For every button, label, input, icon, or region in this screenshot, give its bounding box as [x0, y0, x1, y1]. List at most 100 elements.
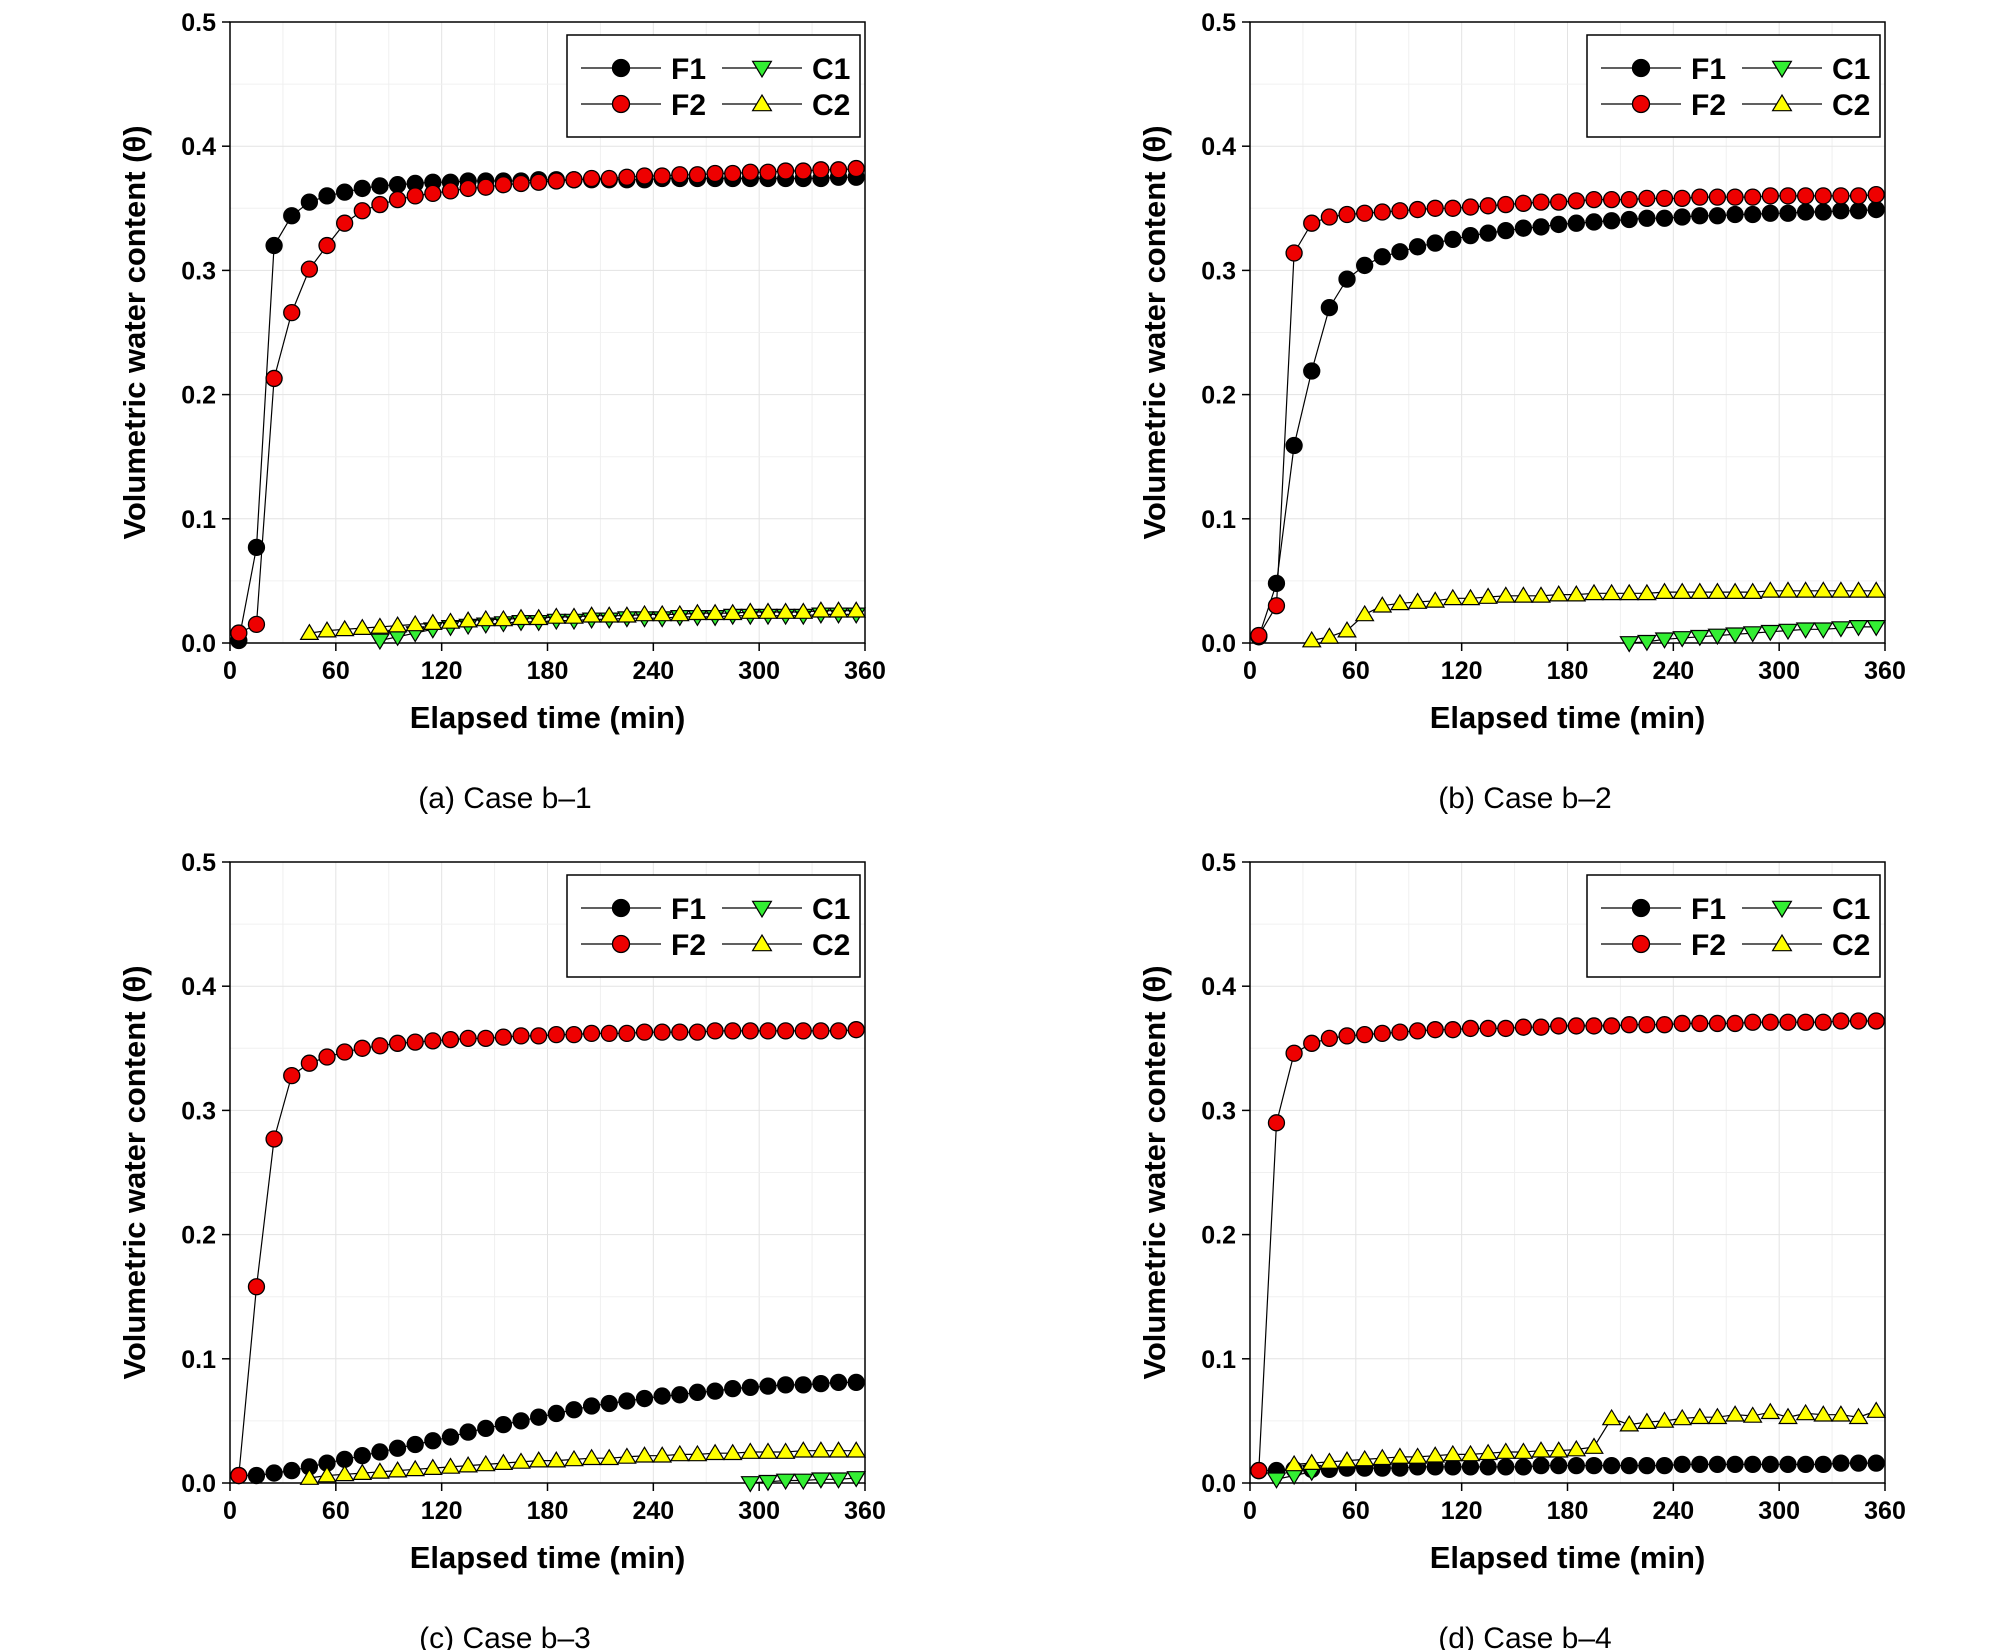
- data-point-F2: [1320, 208, 1339, 226]
- legend-box: [1586, 874, 1881, 978]
- data-point-C2: [1354, 604, 1375, 622]
- legend-label-C2: C2: [812, 929, 850, 962]
- data-point-F1: [1267, 574, 1286, 593]
- data-point-C2: [1425, 591, 1446, 608]
- data-point-C2: [564, 1449, 584, 1467]
- data-point-C2: [317, 621, 337, 638]
- data-point-F1: [1550, 215, 1568, 234]
- data-point-C2: [1566, 1439, 1587, 1457]
- data-point-F2: [1285, 244, 1303, 262]
- y-tick-label: 0.3: [181, 1097, 216, 1125]
- data-point-C2: [422, 1458, 443, 1476]
- data-point-F2: [847, 1021, 865, 1039]
- data-point-C2: [1460, 1444, 1481, 1462]
- x-tick-label: 120: [421, 1497, 463, 1525]
- data-point-F2: [388, 1034, 407, 1052]
- data-point-F2: [759, 163, 777, 181]
- data-point-C1: [811, 1472, 831, 1489]
- data-point-C2: [422, 613, 443, 631]
- legend-marker-C2: [1771, 93, 1793, 112]
- data-point-C1: [740, 1476, 761, 1493]
- y-tick-label: 0.1: [181, 506, 216, 534]
- data-point-F1: [1761, 1455, 1779, 1474]
- data-point-F2: [388, 190, 407, 209]
- data-point-F2: [441, 182, 460, 200]
- data-point-C1: [793, 1473, 814, 1491]
- data-point-C2: [740, 1442, 761, 1459]
- y-tick-label: 0.5: [1201, 9, 1236, 37]
- y-axis-title: Volumetric water content (θ): [1137, 125, 1172, 539]
- data-point-C2: [1848, 581, 1869, 598]
- data-point-F1: [1444, 230, 1462, 249]
- data-point-C2: [1478, 587, 1498, 604]
- data-point-F1: [406, 1435, 424, 1454]
- data-point-F2: [1426, 1021, 1444, 1039]
- data-point-F1: [247, 1466, 266, 1485]
- x-tick-label: 60: [322, 657, 350, 685]
- data-point-C2: [1601, 1408, 1622, 1426]
- data-point-F2: [1708, 188, 1727, 206]
- data-point-F2: [794, 162, 812, 180]
- x-tick-label: 60: [1342, 1497, 1370, 1525]
- data-point-F2: [1391, 202, 1409, 220]
- legend-marker-F1: [1631, 898, 1651, 918]
- data-point-F2: [565, 171, 583, 189]
- y-tick-label: 0.5: [181, 9, 216, 37]
- data-point-C2: [528, 1451, 549, 1468]
- data-point-F1: [1514, 219, 1533, 237]
- series-F2: [1250, 185, 1885, 645]
- data-point-C2: [1566, 585, 1587, 602]
- data-point-F1: [1832, 1454, 1850, 1472]
- x-tick-label: 180: [527, 657, 569, 685]
- data-point-F2: [1373, 1024, 1391, 1043]
- data-point-F2: [265, 1130, 283, 1148]
- y-tick-label: 0.4: [181, 133, 216, 161]
- x-tick-label: 180: [1547, 1497, 1589, 1525]
- data-point-C2: [564, 607, 584, 624]
- data-point-C2: [1707, 582, 1728, 600]
- data-point-C2: [775, 1442, 796, 1459]
- data-point-F2: [512, 174, 530, 193]
- data-point-F2: [230, 624, 248, 642]
- data-point-F2: [283, 1066, 301, 1085]
- data-point-C2: [475, 609, 496, 627]
- data-point-C2: [1742, 1406, 1763, 1423]
- x-tick-label: 180: [527, 1497, 569, 1525]
- data-point-C2: [687, 603, 708, 621]
- data-point-F1: [829, 1373, 848, 1392]
- data-point-F2: [1461, 198, 1480, 216]
- data-point-F2: [671, 166, 689, 184]
- data-point-F1: [706, 1382, 724, 1400]
- data-point-F2: [300, 260, 319, 278]
- data-point-C2: [1795, 1403, 1816, 1421]
- data-point-F2: [1550, 193, 1568, 211]
- data-point-C2: [1672, 1408, 1693, 1426]
- data-point-F2: [1602, 190, 1621, 209]
- x-tick-label: 120: [421, 657, 463, 685]
- data-point-F1: [459, 1423, 477, 1441]
- data-point-F1: [1479, 1458, 1497, 1476]
- y-tick-label: 0.5: [181, 849, 216, 877]
- data-point-F1: [1479, 224, 1497, 242]
- x-axis-title: Elapsed time (min): [410, 700, 686, 735]
- data-point-F1: [441, 1428, 460, 1446]
- y-tick-label: 0.2: [181, 1222, 216, 1250]
- data-point-C1: [1848, 619, 1869, 637]
- legend-label-F2: F2: [671, 929, 706, 962]
- data-point-C2: [317, 1465, 337, 1483]
- data-point-F2: [1250, 1461, 1268, 1480]
- data-point-F2: [1620, 1016, 1638, 1034]
- chart-panel-4: 0 60 120 180 240 300 360 0.0 0.1 0.2 0.3 0.4 0.5 Elap…: [1137, 849, 1906, 1650]
- y-tick-label: 0.0: [1201, 630, 1236, 658]
- data-point-F2: [230, 1466, 248, 1485]
- panel-caption: (b) Case b–2: [1438, 782, 1611, 815]
- data-point-F2: [1567, 1017, 1585, 1035]
- data-point-F2: [653, 167, 671, 185]
- data-point-C2: [634, 604, 655, 622]
- data-point-C2: [370, 1462, 390, 1479]
- data-point-F2: [371, 1037, 389, 1055]
- data-point-F1: [1814, 1455, 1832, 1474]
- data-point-F1: [265, 1464, 283, 1482]
- x-tick-label: 300: [1758, 657, 1800, 685]
- data-point-C2: [652, 604, 673, 622]
